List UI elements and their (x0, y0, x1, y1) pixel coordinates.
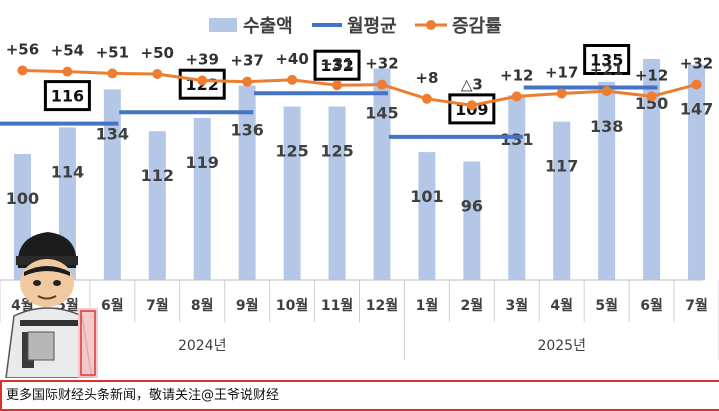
rate-point-9 (421, 93, 432, 104)
rate-point-14 (646, 91, 657, 102)
bar-value-label-3: 112 (141, 166, 174, 185)
footer-banner: 更多国际财经头条新闻，敬请关注@王爷说财经 (0, 380, 719, 411)
rate-value-label-2: +51 (96, 43, 129, 61)
cartoon-mascot-figure (5, 232, 98, 378)
bar-value-label-2: 134 (96, 124, 129, 143)
group-label-0: 2024년 (178, 338, 227, 354)
bar-value-label-12: 117 (545, 157, 578, 176)
rate-value-label-1: +54 (51, 42, 84, 60)
bar-value-label-8: 145 (365, 104, 398, 123)
rate-point-10 (466, 100, 477, 111)
bar-value-label-4: 119 (186, 153, 219, 172)
rate-point-1 (62, 66, 73, 77)
x-tick-label-13: 5월 (595, 297, 618, 314)
bar-9 (418, 152, 436, 280)
rate-value-label-7: +31 (320, 55, 353, 73)
bar-8 (373, 68, 391, 280)
bar-value-label-1: 114 (51, 162, 84, 181)
bar-11 (508, 95, 526, 280)
bar-10 (463, 161, 481, 280)
rate-point-11 (511, 91, 522, 102)
x-tick-label-11: 3월 (505, 297, 528, 314)
avg-box-4 (583, 44, 631, 75)
bar-value-label-7: 125 (320, 142, 353, 161)
bar-value-label-5: 136 (230, 121, 263, 140)
avg-value-label-0: 116 (51, 87, 84, 106)
x-tick-label-4: 8월 (191, 297, 214, 314)
x-tick-label-7: 11월 (321, 297, 353, 314)
rate-point-13 (601, 86, 612, 97)
bar-14 (643, 59, 661, 280)
avg-box-0 (43, 80, 91, 112)
bar-value-label-13: 138 (590, 117, 623, 136)
bar-12 (553, 121, 571, 280)
avg-box-2 (313, 49, 361, 81)
bar-13 (598, 81, 616, 280)
bar-value-label-10: 96 (461, 197, 483, 216)
bar-7 (328, 106, 346, 280)
rate-value-label-10: △3 (461, 75, 483, 93)
x-tick-label-10: 2월 (461, 297, 484, 314)
group-label-1: 2025년 (537, 338, 586, 354)
rate-point-0 (17, 65, 28, 76)
bar-value-label-14: 150 (635, 94, 668, 113)
bar-value-label-9: 101 (410, 187, 443, 206)
chart-legend: 수출액 월평균 증감률 (209, 16, 502, 37)
x-tick-label-3: 7월 (146, 297, 169, 314)
x-tick-label-2: 6월 (101, 297, 124, 314)
x-tick-label-6: 10월 (276, 297, 308, 314)
rate-value-label-13: +21 (590, 61, 623, 79)
rate-point-12 (556, 88, 567, 99)
rate-point-6 (287, 74, 298, 85)
rate-value-label-11: +12 (500, 66, 533, 84)
bar-15 (688, 64, 706, 280)
rate-value-label-6: +40 (275, 50, 308, 68)
rate-value-label-3: +50 (141, 44, 174, 62)
rate-point-7 (332, 80, 343, 91)
red-seal-stamp (78, 308, 98, 378)
legend-label-avg: 월평균 (347, 16, 397, 37)
x-tick-label-8: 12월 (366, 297, 398, 314)
legend-marker-rate (426, 20, 436, 30)
bar-value-label-11: 131 (500, 130, 533, 149)
rate-value-label-12: +17 (545, 63, 578, 81)
bar-4 (193, 117, 211, 281)
avg-value-label-4: 135 (590, 51, 623, 70)
x-tick-label-12: 4월 (550, 297, 573, 314)
bar-value-label-0: 100 (6, 189, 39, 208)
rate-point-15 (691, 79, 702, 90)
rate-point-5 (242, 76, 253, 87)
rate-point-3 (152, 69, 163, 79)
bar-value-label-15: 147 (680, 100, 713, 119)
rate-line-path (22, 69, 697, 107)
x-tick-label-14: 6월 (640, 297, 663, 314)
legend-label-bar: 수출액 (243, 16, 293, 37)
x-tick-label-9: 1월 (416, 297, 439, 314)
x-tick-label-15: 7월 (685, 297, 708, 314)
rate-value-label-8: +32 (365, 55, 398, 73)
bar-3 (148, 131, 166, 280)
rate-point-4 (197, 75, 208, 86)
rate-value-label-0: +56 (6, 40, 39, 58)
rate-point-2 (107, 68, 118, 79)
rate-value-label-15: +32 (680, 55, 713, 73)
x-tick-label-5: 9월 (236, 297, 259, 314)
rate-point-8 (376, 79, 387, 90)
legend-label-rate: 증감률 (452, 16, 502, 37)
avg-value-label-2: 132 (320, 56, 353, 75)
x-tick-label-0: 4월 (11, 297, 34, 314)
legend-swatch-bar (209, 18, 237, 32)
bar-5 (238, 85, 256, 280)
bar-6 (283, 106, 301, 280)
bar-2 (103, 89, 121, 281)
rate-value-label-14: +12 (635, 66, 668, 84)
rate-value-label-5: +37 (230, 52, 263, 70)
bar-value-label-6: 125 (275, 142, 308, 161)
rate-value-label-9: +8 (415, 69, 438, 87)
rate-value-label-4: +39 (185, 50, 218, 68)
